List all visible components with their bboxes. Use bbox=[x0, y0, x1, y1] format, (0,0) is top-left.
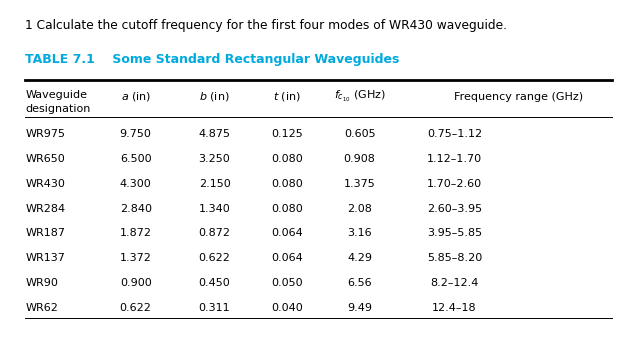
Text: 0.872: 0.872 bbox=[199, 228, 230, 238]
Text: 0.908: 0.908 bbox=[344, 154, 375, 164]
Text: WR284: WR284 bbox=[25, 204, 66, 214]
Text: 0.622: 0.622 bbox=[199, 253, 230, 263]
Text: 2.840: 2.840 bbox=[120, 204, 151, 214]
Text: 1.372: 1.372 bbox=[120, 253, 151, 263]
Text: $b$ (in): $b$ (in) bbox=[199, 90, 230, 103]
Text: 0.75–1.12: 0.75–1.12 bbox=[427, 129, 482, 139]
Text: $t$ (in): $t$ (in) bbox=[273, 90, 301, 103]
Text: 2.60–3.95: 2.60–3.95 bbox=[427, 204, 482, 214]
Text: WR430: WR430 bbox=[25, 179, 65, 189]
Text: 0.080: 0.080 bbox=[271, 204, 303, 214]
Text: 1 Calculate the cutoff frequency for the first four modes of WR430 waveguide.: 1 Calculate the cutoff frequency for the… bbox=[25, 19, 507, 32]
Text: 2.150: 2.150 bbox=[199, 179, 230, 189]
Text: $f_{c_{10}}$ (GHz): $f_{c_{10}}$ (GHz) bbox=[334, 89, 386, 104]
Text: 0.050: 0.050 bbox=[271, 278, 303, 288]
Text: 0.125: 0.125 bbox=[271, 129, 303, 139]
Text: 4.29: 4.29 bbox=[347, 253, 372, 263]
Text: 12.4–18: 12.4–18 bbox=[432, 303, 476, 313]
Text: 9.49: 9.49 bbox=[347, 303, 372, 313]
Text: 0.622: 0.622 bbox=[120, 303, 151, 313]
Text: WR90: WR90 bbox=[25, 278, 58, 288]
Text: 0.040: 0.040 bbox=[271, 303, 303, 313]
Text: 0.900: 0.900 bbox=[120, 278, 151, 288]
Text: WR975: WR975 bbox=[25, 129, 65, 139]
Text: 1.12–1.70: 1.12–1.70 bbox=[427, 154, 482, 164]
Text: 0.080: 0.080 bbox=[271, 154, 303, 164]
Text: 1.70–2.60: 1.70–2.60 bbox=[427, 179, 482, 189]
Text: WR650: WR650 bbox=[25, 154, 65, 164]
Text: 0.064: 0.064 bbox=[271, 253, 303, 263]
Text: TABLE 7.1    Some Standard Rectangular Waveguides: TABLE 7.1 Some Standard Rectangular Wave… bbox=[25, 53, 399, 66]
Text: 0.064: 0.064 bbox=[271, 228, 303, 238]
Text: WR137: WR137 bbox=[25, 253, 65, 263]
Text: Frequency range (GHz): Frequency range (GHz) bbox=[454, 92, 584, 102]
Text: 1.375: 1.375 bbox=[344, 179, 375, 189]
Text: 2.08: 2.08 bbox=[347, 204, 372, 214]
Text: WR62: WR62 bbox=[25, 303, 58, 313]
Text: Waveguide: Waveguide bbox=[25, 90, 87, 100]
Text: WR187: WR187 bbox=[25, 228, 65, 238]
Text: 0.450: 0.450 bbox=[199, 278, 230, 288]
Text: 3.16: 3.16 bbox=[347, 228, 372, 238]
Text: designation: designation bbox=[25, 104, 91, 114]
Text: 5.85–8.20: 5.85–8.20 bbox=[427, 253, 482, 263]
Text: 3.250: 3.250 bbox=[199, 154, 230, 164]
Text: 0.311: 0.311 bbox=[199, 303, 230, 313]
Text: 3.95–5.85: 3.95–5.85 bbox=[427, 228, 482, 238]
Text: 0.605: 0.605 bbox=[344, 129, 375, 139]
Text: 6.500: 6.500 bbox=[120, 154, 151, 164]
Text: 4.300: 4.300 bbox=[120, 179, 151, 189]
Text: 4.875: 4.875 bbox=[199, 129, 230, 139]
Text: 1.340: 1.340 bbox=[199, 204, 230, 214]
Text: 6.56: 6.56 bbox=[347, 278, 372, 288]
Text: 1.872: 1.872 bbox=[120, 228, 151, 238]
Text: 8.2–12.4: 8.2–12.4 bbox=[430, 278, 478, 288]
Text: 0.080: 0.080 bbox=[271, 179, 303, 189]
Text: 9.750: 9.750 bbox=[120, 129, 151, 139]
Text: $a$ (in): $a$ (in) bbox=[121, 90, 151, 103]
